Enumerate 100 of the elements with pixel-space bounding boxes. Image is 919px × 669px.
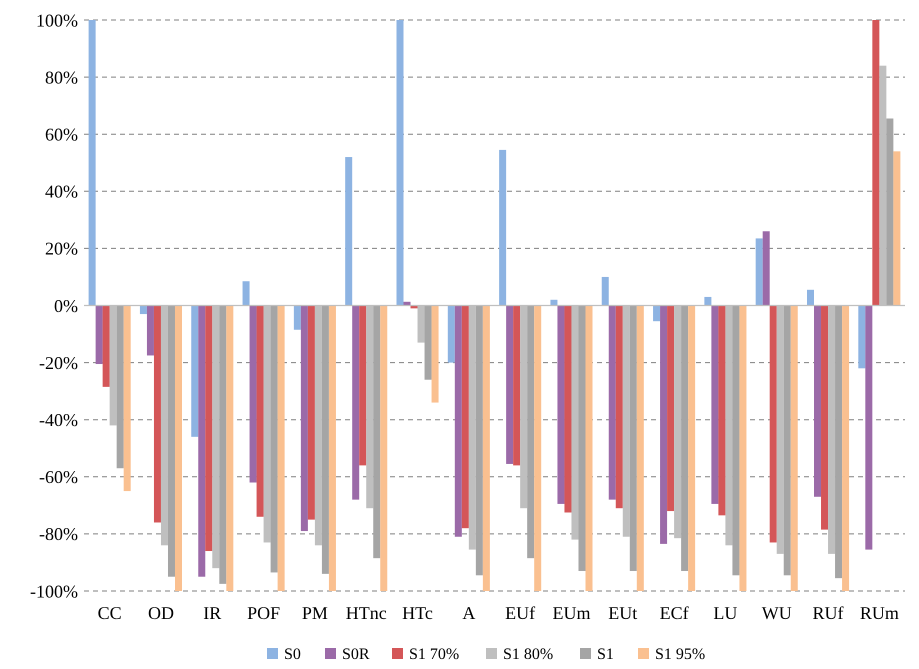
- bar: [602, 276, 609, 306]
- bar: [630, 306, 637, 572]
- bar: [835, 306, 842, 578]
- x-tick-label: WU: [762, 603, 792, 623]
- legend-label: S1 95%: [655, 646, 706, 663]
- bar: [653, 306, 660, 322]
- x-tick-label: A: [462, 603, 476, 623]
- bar: [821, 306, 828, 530]
- x-tick-label: POF: [247, 603, 280, 623]
- x-tick-label: HTnc: [346, 603, 387, 623]
- bar: [88, 20, 96, 306]
- bar: [174, 306, 182, 591]
- x-tick-label: PM: [302, 603, 328, 623]
- bar: [858, 306, 866, 368]
- y-tick-label: 80%: [45, 67, 78, 88]
- x-tick-label: LU: [713, 603, 738, 623]
- bar: [294, 306, 301, 330]
- bar: [424, 306, 432, 380]
- bar: [482, 306, 490, 591]
- bar: [345, 157, 352, 306]
- bar: [784, 306, 791, 576]
- bar: [308, 306, 315, 520]
- bar: [585, 306, 593, 591]
- bar: [608, 306, 616, 500]
- bar: [790, 306, 798, 591]
- bar: [278, 306, 285, 591]
- bar: [242, 281, 250, 306]
- x-tick-label: CC: [98, 603, 122, 623]
- bar: [256, 306, 264, 517]
- x-tick-label: RUm: [860, 603, 899, 623]
- y-tick-label: 40%: [45, 182, 78, 202]
- y-tick-label: 20%: [45, 238, 78, 259]
- bar: [762, 231, 770, 306]
- bar: [146, 306, 154, 356]
- bar: [660, 306, 668, 544]
- bar: [359, 306, 366, 466]
- bar: [140, 306, 147, 314]
- y-tick-label: 60%: [45, 124, 78, 144]
- legend-label: S1 80%: [503, 646, 554, 663]
- bar: [711, 306, 718, 504]
- bar: [328, 306, 336, 591]
- bar: [300, 306, 308, 532]
- legend-label: S0R: [342, 646, 370, 663]
- bar: [688, 306, 696, 591]
- bar: [756, 238, 763, 306]
- bar: [527, 306, 534, 558]
- bar: [578, 306, 586, 572]
- bar: [616, 306, 623, 508]
- bar: [718, 306, 726, 516]
- x-tick-label: OD: [148, 603, 174, 623]
- x-tick-label: EUm: [552, 603, 590, 623]
- x-tick-label: RUf: [812, 603, 844, 623]
- bar: [739, 306, 746, 591]
- bar: [116, 306, 124, 468]
- bar: [250, 306, 257, 483]
- bar: [770, 306, 777, 542]
- bar: [124, 306, 131, 492]
- bar: [814, 306, 822, 497]
- bar: [681, 306, 688, 572]
- bar: [886, 118, 894, 306]
- bar: [454, 306, 462, 537]
- legend-label: S1 70%: [409, 646, 460, 663]
- bar: [96, 306, 103, 364]
- bar: [154, 306, 161, 522]
- bar: [557, 306, 564, 504]
- x-tick-label: EUt: [608, 603, 638, 623]
- bar: [270, 306, 278, 572]
- bar: [462, 306, 469, 528]
- legend-label: S1: [597, 646, 614, 663]
- bar: [448, 306, 455, 363]
- bar: [352, 306, 360, 500]
- y-tick-label: -80%: [39, 524, 78, 544]
- bar: [102, 306, 110, 387]
- bar: [476, 306, 483, 576]
- bar: [380, 306, 388, 591]
- bar: [636, 306, 644, 591]
- legend-label: S0: [284, 646, 301, 663]
- x-tick-label: EUf: [505, 603, 536, 623]
- y-tick-label: -60%: [39, 467, 78, 488]
- bar: [219, 306, 226, 584]
- y-tick-label: -40%: [39, 410, 78, 430]
- bar: [842, 306, 850, 591]
- bar: [893, 151, 900, 306]
- bar: [205, 306, 212, 552]
- y-tick-label: 0%: [54, 296, 78, 316]
- bar: [432, 306, 439, 403]
- bar: [564, 306, 572, 512]
- bar: [667, 306, 674, 512]
- y-tick-label: 100%: [36, 10, 78, 30]
- bar: [198, 306, 206, 577]
- y-tick-label: -100%: [30, 581, 78, 602]
- bar: [322, 306, 329, 574]
- x-tick-label: IR: [203, 603, 222, 623]
- bar: [168, 306, 175, 577]
- bar: [872, 20, 880, 306]
- bar: [865, 306, 872, 550]
- bar: [506, 306, 514, 464]
- bar: [373, 306, 380, 558]
- bar: [396, 20, 404, 306]
- bar: [732, 306, 740, 576]
